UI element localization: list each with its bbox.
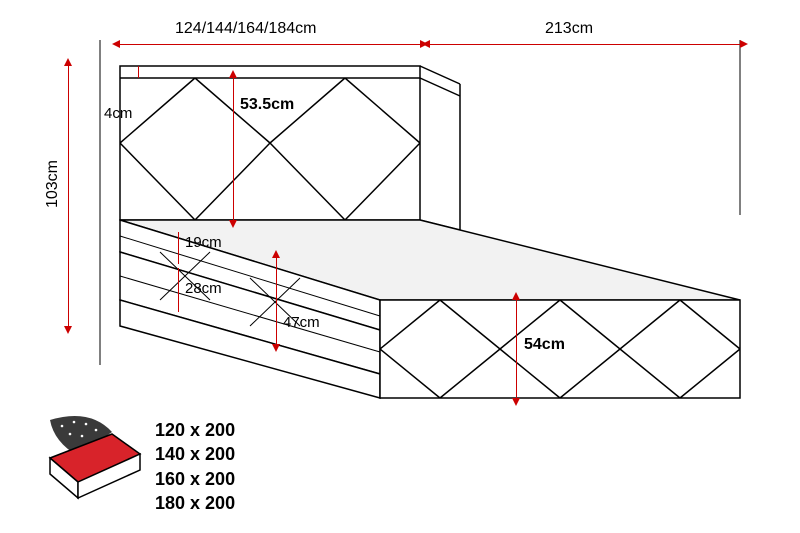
dim-tick bbox=[138, 66, 139, 78]
arrow-icon bbox=[512, 398, 520, 406]
dim-height-label: 103cm bbox=[44, 160, 62, 208]
dim-mattress-label: 19cm bbox=[185, 234, 222, 251]
dim-line-47 bbox=[276, 258, 277, 344]
size-row: 180 x 200 bbox=[155, 491, 235, 515]
dim-line-width bbox=[120, 44, 420, 45]
dim-width-label: 124/144/164/184cm bbox=[175, 20, 316, 38]
arrow-icon bbox=[64, 58, 72, 66]
size-row: 120 x 200 bbox=[155, 418, 235, 442]
size-row: 140 x 200 bbox=[155, 442, 235, 466]
arrow-icon bbox=[229, 220, 237, 228]
dim-headtop-label: 4cm bbox=[104, 105, 132, 122]
arrow-icon bbox=[272, 344, 280, 352]
sizes-list: 120 x 200 140 x 200 160 x 200 180 x 200 bbox=[155, 418, 235, 515]
dim-line-depth bbox=[430, 44, 740, 45]
dim-line-mattress bbox=[178, 232, 179, 264]
dim-depth-label: 213cm bbox=[545, 20, 593, 38]
arrow-icon bbox=[272, 250, 280, 258]
dim-47-label: 47cm bbox=[283, 314, 320, 331]
arrow-icon bbox=[229, 70, 237, 78]
mattress-sizes-icon bbox=[40, 412, 145, 507]
dim-headboard-label: 53.5cm bbox=[240, 96, 294, 114]
size-row: 160 x 200 bbox=[155, 467, 235, 491]
dim-line-foot bbox=[516, 300, 517, 398]
dim-line-base bbox=[178, 268, 179, 312]
arrow-icon bbox=[64, 326, 72, 334]
dim-line-height bbox=[68, 66, 69, 326]
dim-line-headboard bbox=[233, 78, 234, 220]
arrow-icon bbox=[740, 40, 748, 48]
dim-base-label: 28cm bbox=[185, 280, 222, 297]
arrow-icon bbox=[512, 292, 520, 300]
arrow-icon bbox=[112, 40, 120, 48]
arrow-icon bbox=[422, 40, 430, 48]
dim-foot-label: 54cm bbox=[524, 336, 565, 354]
